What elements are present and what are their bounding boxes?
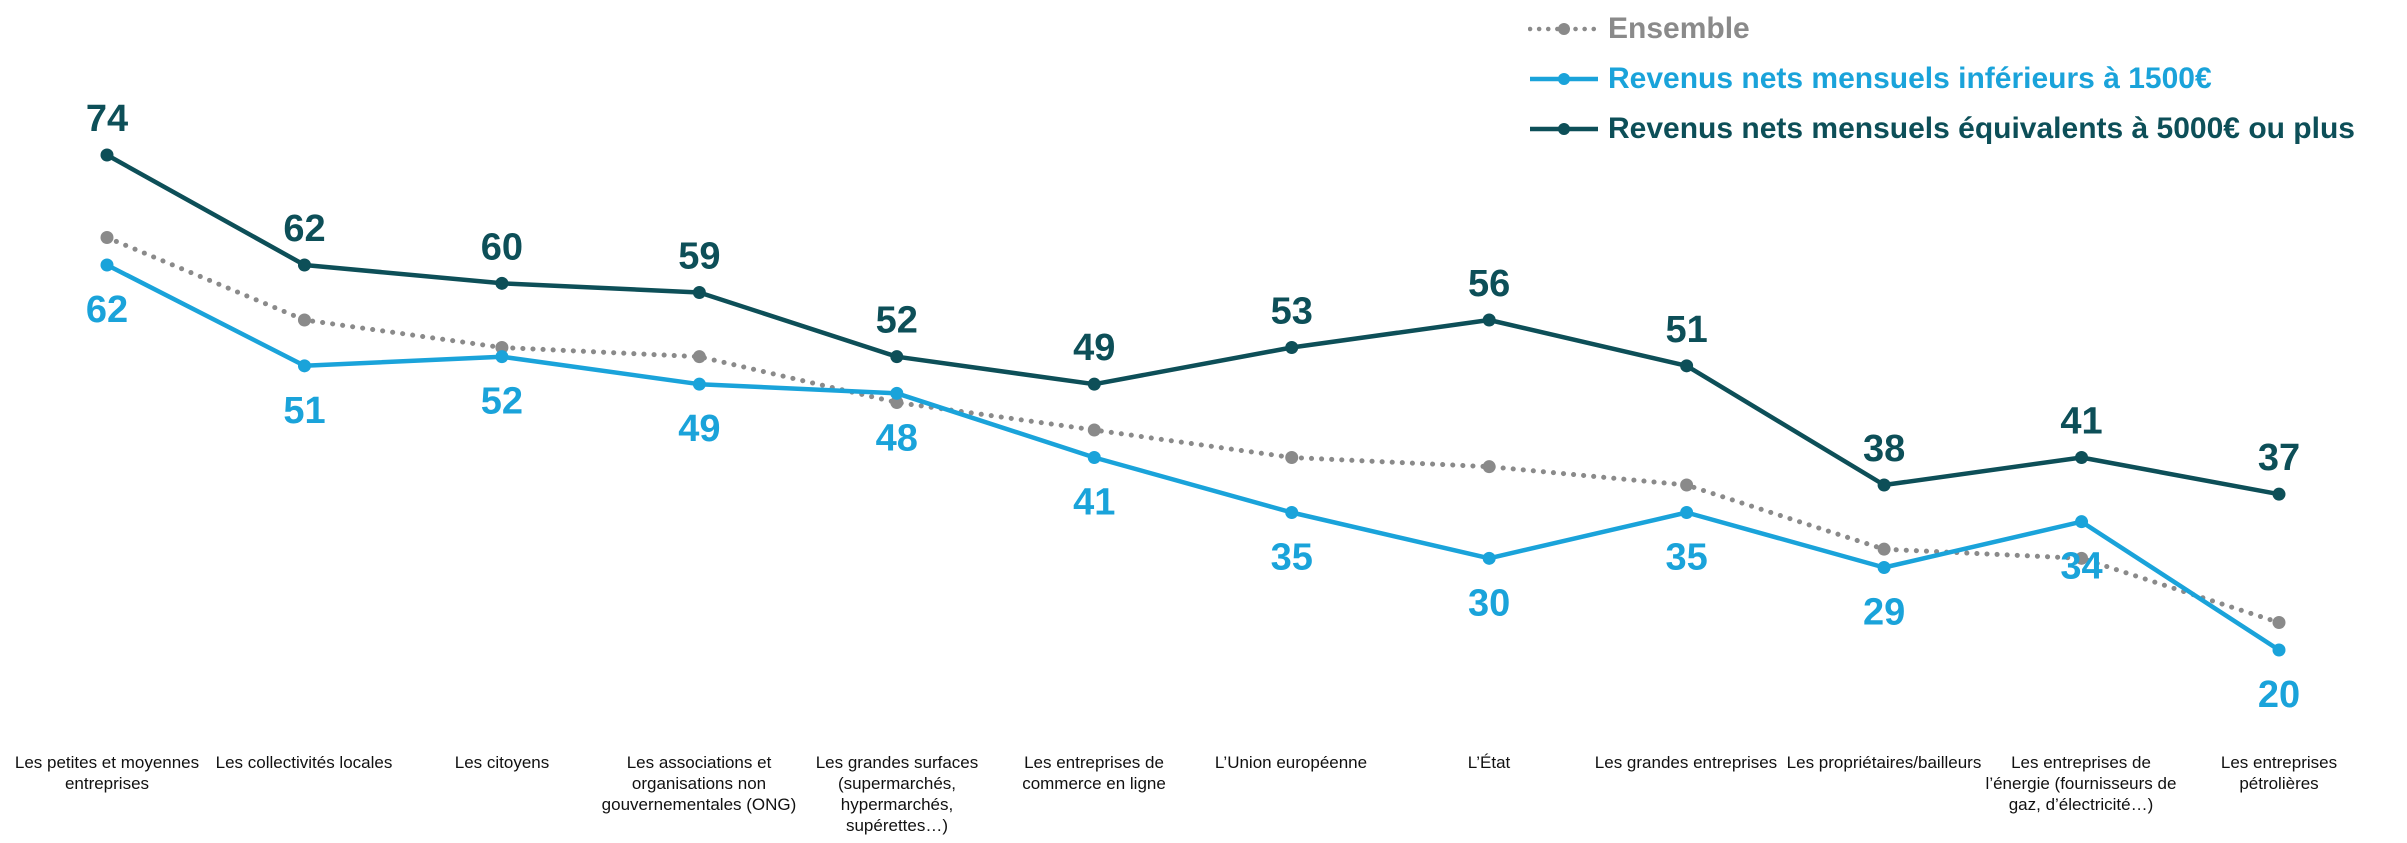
- series-ensemble: [100, 231, 2286, 629]
- data-label-high-income: 59: [678, 236, 720, 278]
- category-label: Les propriétaires/bailleurs: [1786, 753, 1982, 772]
- data-label-high-income: 74: [86, 98, 128, 140]
- data-point-high-income: [1285, 341, 1299, 354]
- data-point-ensemble: [1680, 478, 1694, 492]
- category-label: Les associations et organisations non go…: [601, 753, 797, 814]
- data-point-ensemble: [100, 231, 114, 244]
- data-point-ensemble: [692, 350, 706, 364]
- data-point-ensemble: [2272, 616, 2286, 629]
- data-label-high-income: 51: [1665, 309, 1707, 351]
- data-point-low-income: [495, 350, 509, 364]
- data-point-ensemble: [495, 341, 509, 354]
- data-point-ensemble: [2075, 551, 2089, 565]
- category-label: Les entreprises pétrolières: [2220, 753, 2338, 793]
- series-high-income: [100, 148, 2286, 501]
- series-line-high-income: [105, 153, 2280, 497]
- data-point-low-income: [100, 258, 114, 272]
- data-point-ensemble: [297, 313, 311, 327]
- data-point-ensemble: [1285, 451, 1299, 464]
- data-point-high-income: [1877, 478, 1891, 492]
- data-label-low-income: 48: [876, 417, 918, 459]
- data-label-high-income: 52: [876, 300, 918, 342]
- data-point-low-income: [297, 359, 311, 373]
- category-label: L’État: [1467, 753, 1511, 772]
- category-label: Les petites et moyennes entreprises: [14, 753, 200, 793]
- data-point-low-income: [2272, 643, 2286, 657]
- data-label-high-income: 49: [1073, 327, 1115, 369]
- data-point-low-income: [692, 377, 706, 391]
- data-point-high-income: [495, 276, 509, 290]
- data-label-low-income: 41: [1073, 482, 1115, 524]
- series-low-income: [100, 258, 2286, 657]
- data-point-high-income: [2075, 451, 2089, 464]
- legend-swatch-low-income: [1530, 73, 1598, 85]
- data-label-high-income: 53: [1271, 291, 1313, 333]
- data-label-high-income: 37: [2258, 437, 2300, 479]
- data-label-low-income: 30: [1468, 582, 1510, 624]
- category-label: Les collectivités locales: [215, 753, 393, 772]
- data-point-ensemble: [1482, 460, 1496, 474]
- data-label-low-income: 49: [678, 408, 720, 450]
- category-label: Les entreprises de l’énergie (fournisseu…: [1985, 753, 2177, 814]
- legend-item-high-income: Revenus nets mensuels équivalents à 5000…: [1528, 104, 2355, 154]
- legend-label-high-income: Revenus nets mensuels équivalents à 5000…: [1608, 112, 2355, 145]
- data-point-high-income: [890, 350, 904, 364]
- data-label-low-income: 51: [283, 390, 325, 432]
- data-label-high-income: 56: [1468, 263, 1510, 305]
- data-point-high-income: [297, 258, 311, 272]
- data-label-layer: 62 51 52 49 48 41 35 30 35 29 34 20 74 62 60 59 52 49 53 56…: [86, 98, 2300, 716]
- data-label-high-income: 62: [283, 208, 325, 250]
- data-label-low-income: 29: [1863, 592, 1905, 634]
- data-label-high-income: 60: [481, 226, 523, 268]
- legend-item-low-income: Revenus nets mensuels inférieurs à 1500€: [1528, 54, 2355, 104]
- data-label-low-income: 62: [86, 289, 128, 331]
- data-label-low-income: 20: [2258, 674, 2300, 716]
- category-label: L’Union européenne: [1214, 753, 1368, 772]
- legend-item-ensemble: Ensemble: [1528, 4, 2355, 54]
- data-point-low-income: [1285, 506, 1299, 519]
- data-point-high-income: [692, 286, 706, 299]
- data-label-low-income: 52: [481, 381, 523, 423]
- data-point-ensemble: [890, 396, 904, 409]
- data-label-low-income: 34: [2060, 546, 2102, 588]
- series-line-low-income: [105, 262, 2281, 652]
- data-point-high-income: [1482, 313, 1496, 327]
- data-point-low-income: [1877, 561, 1891, 574]
- category-label: Les citoyens: [454, 753, 550, 772]
- legend-swatch-high-income: [1530, 123, 1598, 135]
- data-point-ensemble: [1087, 423, 1101, 437]
- category-label: Les entreprises de commerce en ligne: [1022, 753, 1166, 793]
- data-point-low-income: [1087, 451, 1101, 464]
- data-point-high-income: [2272, 487, 2286, 501]
- series-line-ensemble: [104, 235, 2282, 625]
- data-point-low-income: [890, 386, 904, 400]
- chart-legend: Ensemble Revenus nets mensuels inférieur…: [1528, 4, 2355, 154]
- data-label-low-income: 35: [1271, 537, 1313, 579]
- data-point-low-income: [1482, 551, 1496, 565]
- category-label: Les grandes surfaces (supermarchés, hype…: [815, 753, 979, 835]
- category-label: Les grandes entreprises: [1594, 753, 1778, 772]
- data-point-low-income: [2075, 515, 2089, 529]
- data-point-high-income: [100, 148, 114, 162]
- data-point-ensemble: [1877, 542, 1891, 556]
- legend-label-ensemble: Ensemble: [1608, 12, 1750, 45]
- data-label-low-income: 35: [1665, 537, 1707, 579]
- data-label-high-income: 38: [1863, 428, 1905, 470]
- series-layer: [100, 148, 2286, 657]
- data-point-high-income: [1680, 359, 1694, 373]
- data-point-high-income: [1087, 377, 1101, 391]
- legend-swatch-ensemble: [1528, 23, 1600, 35]
- data-label-high-income: 41: [2060, 401, 2102, 443]
- data-point-low-income: [1680, 506, 1694, 519]
- legend-label-low-income: Revenus nets mensuels inférieurs à 1500€: [1608, 62, 2212, 95]
